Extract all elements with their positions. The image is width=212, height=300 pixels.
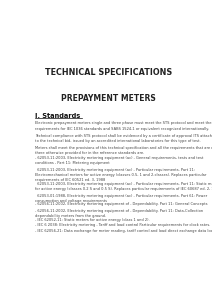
- Text: - IEC 6 2038: Electricity metering - Tariff and load control Particular requirem: - IEC 6 2038: Electricity metering - Tar…: [35, 223, 210, 227]
- Text: - 62053-11:2003, Electricity metering equipment (ac) - General requirements, tes: - 62053-11:2003, Electricity metering eq…: [35, 156, 203, 165]
- Text: - IEC 62056-21: Data exchange for meter reading, tariff control and load direct : - IEC 62056-21: Data exchange for meter …: [35, 229, 212, 233]
- Text: I. Standards: I. Standards: [35, 113, 80, 119]
- Text: Technical compliance with STS protocol shall be evidenced by a certificate of ap: Technical compliance with STS protocol s…: [35, 134, 212, 143]
- Text: Meters shall meet the provisions of this technical specification and all the req: Meters shall meet the provisions of this…: [35, 146, 212, 155]
- Text: PREPAYMENT METERS: PREPAYMENT METERS: [61, 94, 156, 103]
- Text: - IEC 62052-11: Static meters for active energy (class 1 and 2).: - IEC 62052-11: Static meters for active…: [35, 218, 149, 222]
- Text: - 62056-11:2002, Electricity metering equipment of - Dependability. Part 11: Gen: - 62056-11:2002, Electricity metering eq…: [35, 202, 207, 206]
- Text: 62053-11:2003, Electricity metering equipment (ac) - Particular requirements. Pa: 62053-11:2003, Electricity metering equi…: [35, 168, 206, 182]
- Text: Electronic prepayment meters single and three phase must meet the STS protocol a: Electronic prepayment meters single and …: [35, 122, 211, 130]
- Text: 62053-01:1988, Electricity metering equipment (ac) - Particular requirements. Pa: 62053-01:1988, Electricity metering equi…: [35, 194, 207, 203]
- Text: 62053-11:2003, Electricity metering equipment (ac) - Particular requirements. Pa: 62053-11:2003, Electricity metering equi…: [35, 182, 212, 190]
- Text: TECHNICAL SPECIFICATIONS: TECHNICAL SPECIFICATIONS: [45, 68, 172, 77]
- Text: - 62056-11:2002, Electricity metering equipment of - Dependability. Part 11: Dat: - 62056-11:2002, Electricity metering eq…: [35, 209, 203, 218]
